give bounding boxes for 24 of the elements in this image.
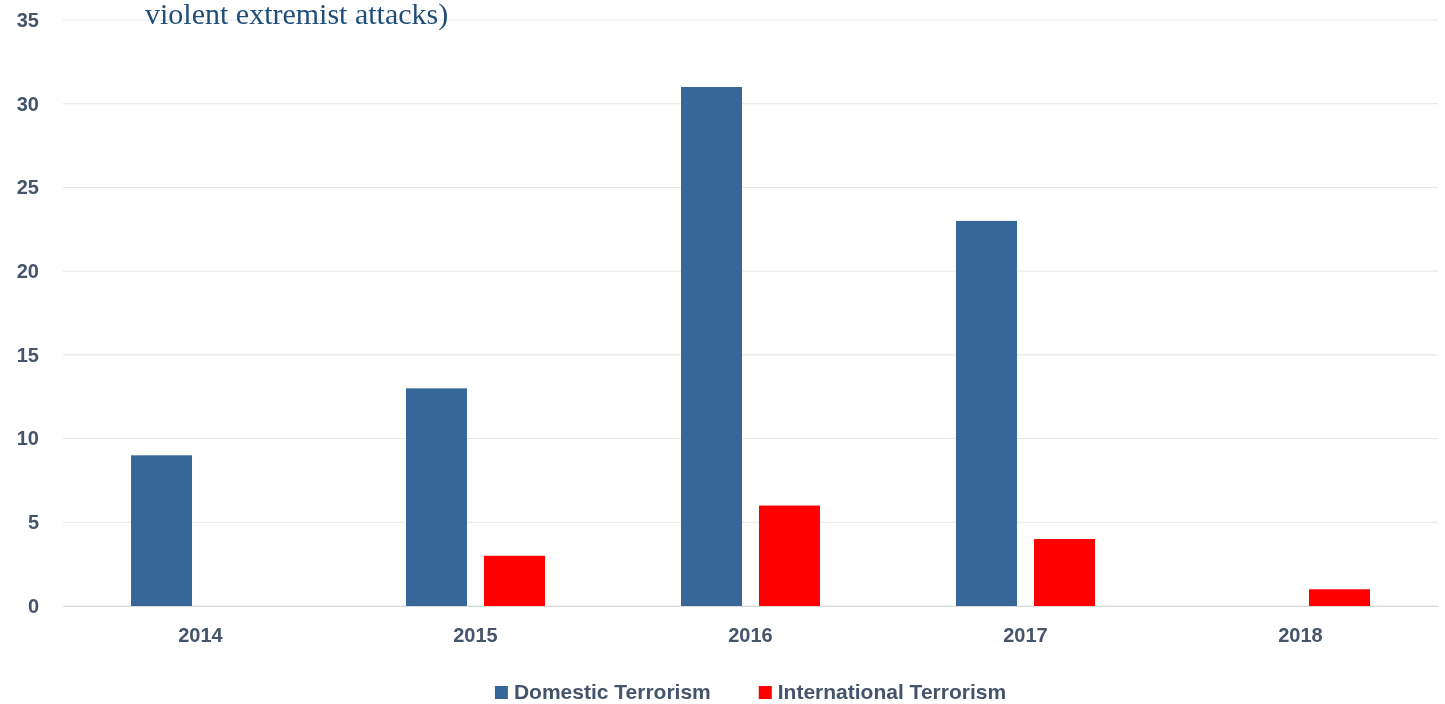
bar [131,455,192,606]
y-tick-label: 35 [16,8,39,31]
x-tick-label: 2017 [1003,624,1048,647]
legend-label: International Terrorism [777,680,1007,703]
y-tick-label: 10 [16,427,39,450]
bar [406,388,467,606]
y-tick-label: 5 [27,511,39,534]
x-tick-label: 2018 [1278,624,1323,647]
bar [1034,539,1095,606]
x-tick-label: 2016 [728,624,773,647]
bar [956,220,1017,606]
y-tick-label: 30 [16,92,39,115]
bar [681,86,742,606]
bar [484,555,545,606]
y-tick-label: 15 [16,343,39,366]
y-tick-label: 20 [16,260,39,283]
legend-label: Domestic Terrorism [513,680,711,703]
y-tick-label: 25 [16,176,39,199]
bar [1309,589,1370,606]
bar [759,505,820,606]
x-tick-label: 2015 [453,624,498,647]
chart-title: violent extremist attacks) [145,0,449,31]
y-tick-label: 0 [27,594,39,617]
x-tick-label: 2014 [178,624,224,647]
